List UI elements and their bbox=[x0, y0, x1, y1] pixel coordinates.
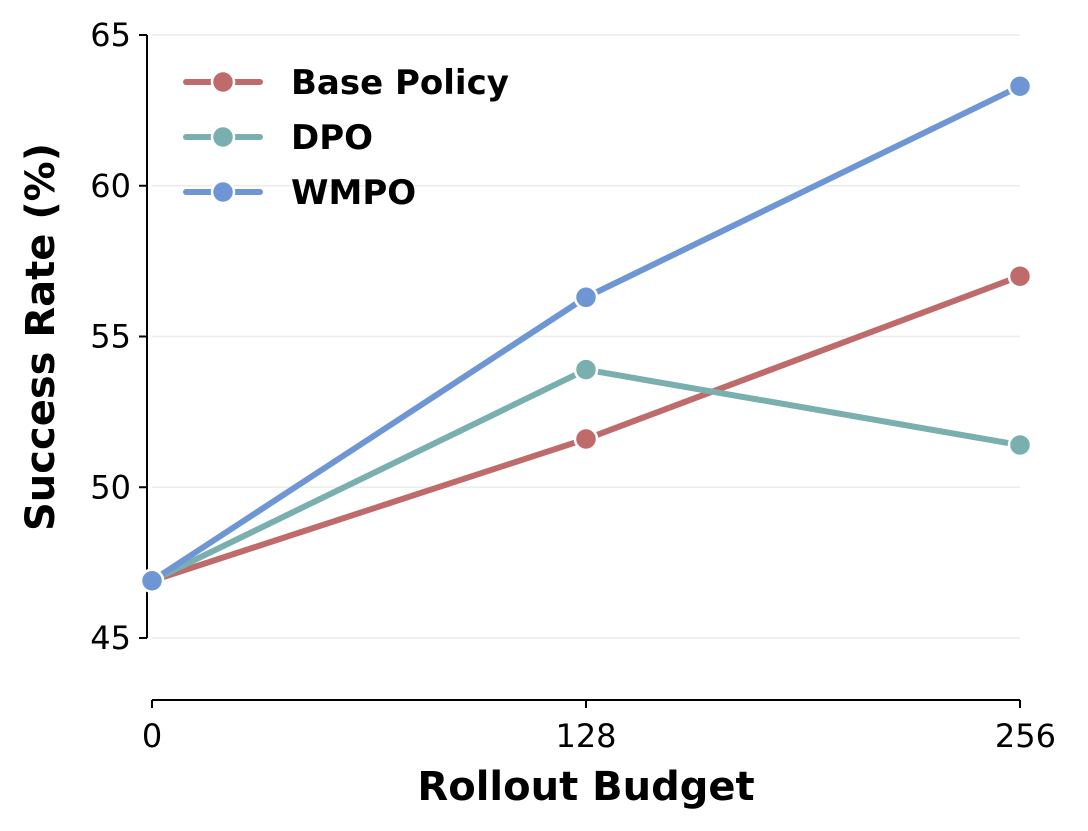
y-tick-label: 55 bbox=[90, 318, 131, 356]
legend-label: WMPO bbox=[291, 173, 416, 213]
data-point-wmpo bbox=[573, 285, 599, 310]
data-point-dpo bbox=[573, 357, 599, 382]
x-ticks: 0 128 256 bbox=[142, 700, 1056, 755]
legend-item-base-policy: Base Policy bbox=[183, 63, 509, 103]
data-point-wmpo bbox=[139, 568, 165, 593]
data-point-dpo bbox=[1007, 432, 1033, 458]
x-axis-title: Rollout Budget bbox=[417, 764, 754, 810]
legend-swatch-marker bbox=[210, 69, 236, 95]
series-dpo bbox=[139, 357, 1033, 593]
y-tick-label: 65 bbox=[90, 16, 131, 54]
legend-item-wmpo: WMPO bbox=[183, 173, 416, 213]
grid-lines bbox=[152, 34, 1020, 639]
legend-swatch-marker bbox=[210, 124, 236, 150]
y-tick-label: 50 bbox=[90, 468, 131, 506]
data-point-wmpo bbox=[1007, 74, 1033, 99]
y-axis-title: Success Rate (%) bbox=[18, 143, 64, 531]
y-tick-label: 45 bbox=[90, 619, 131, 657]
series-lines bbox=[139, 74, 1033, 593]
series-line-wmpo bbox=[149, 83, 1023, 584]
series-line-dpo bbox=[149, 366, 1023, 584]
x-tick-label: 0 bbox=[142, 717, 162, 755]
y-ticks: 45 50 55 60 65 bbox=[90, 16, 147, 657]
legend: Base Policy DPO WMPO bbox=[183, 63, 509, 213]
data-point-base-policy bbox=[573, 426, 599, 452]
x-tick-label: 128 bbox=[555, 717, 616, 755]
legend-swatch-marker bbox=[210, 179, 236, 205]
y-tick-label: 60 bbox=[90, 167, 131, 205]
series-base-policy bbox=[139, 263, 1033, 593]
x-tick-label: 256 bbox=[995, 717, 1056, 755]
legend-label: Base Policy bbox=[291, 63, 509, 103]
legend-label: DPO bbox=[291, 118, 373, 158]
data-point-base-policy bbox=[1007, 263, 1033, 289]
legend-item-dpo: DPO bbox=[183, 118, 373, 158]
series-wmpo bbox=[139, 74, 1033, 593]
